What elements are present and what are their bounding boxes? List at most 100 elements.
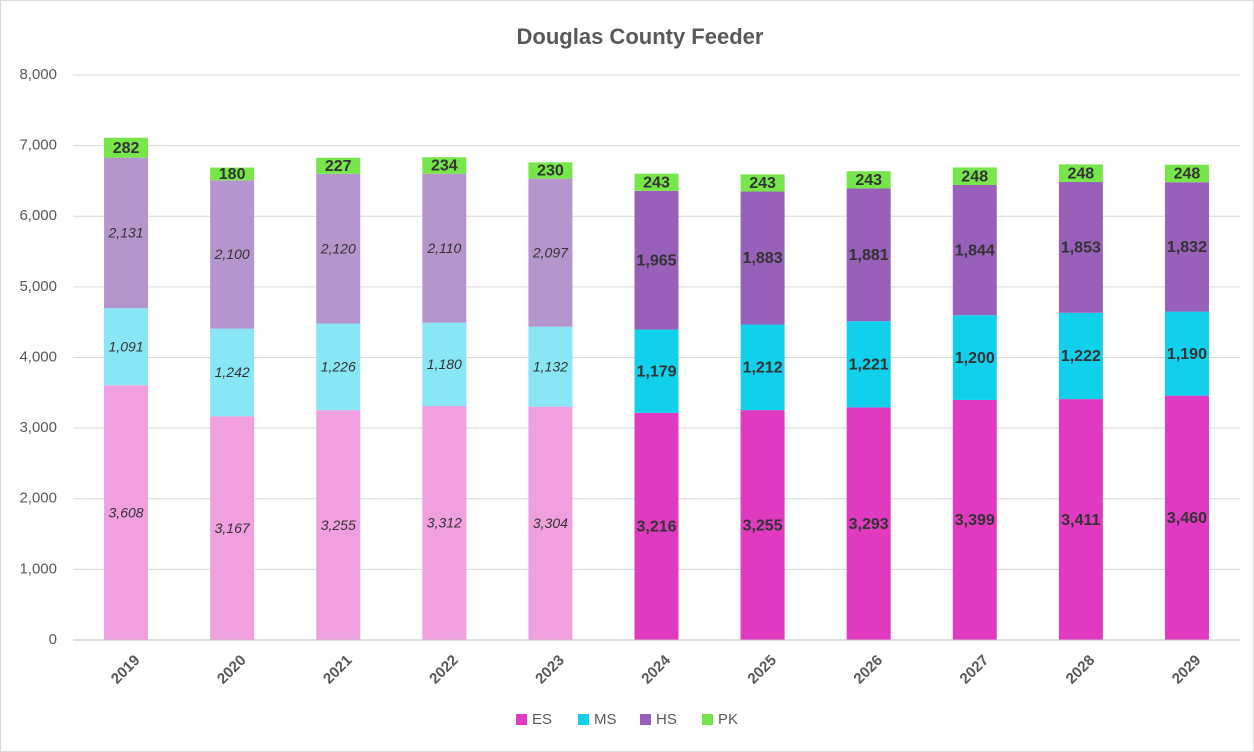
legend-swatch xyxy=(702,714,713,725)
data-label: 282 xyxy=(113,140,140,157)
bar-segment xyxy=(1058,181,1103,313)
data-label: 3,304 xyxy=(533,515,568,531)
data-label: 3,608 xyxy=(109,504,144,520)
y-tick-label: 4,000 xyxy=(19,348,57,365)
legend-label: MS xyxy=(594,711,617,728)
data-label: 3,216 xyxy=(636,519,676,536)
bar-segment xyxy=(952,399,997,640)
data-label: 3,255 xyxy=(743,517,783,534)
y-tick-label: 8,000 xyxy=(19,66,57,83)
legend-swatch xyxy=(640,714,651,725)
data-label: 1,844 xyxy=(955,242,995,259)
data-label: 2,110 xyxy=(426,240,461,256)
data-label: 2,120 xyxy=(320,240,356,256)
data-label: 243 xyxy=(749,175,776,192)
bar-segment xyxy=(740,410,785,640)
bar-segment xyxy=(1164,164,1209,183)
bar-segment xyxy=(634,173,679,191)
bar-segment xyxy=(952,184,997,316)
bar-segment xyxy=(1164,395,1209,640)
y-tick-label: 1,000 xyxy=(19,560,57,577)
y-tick-label: 0 xyxy=(49,631,57,648)
data-label: 3,399 xyxy=(955,512,995,529)
data-label: 3,167 xyxy=(215,520,251,536)
data-label: 1,242 xyxy=(215,364,250,380)
bar-segment xyxy=(104,385,149,640)
data-label: 1,881 xyxy=(849,247,889,264)
data-label: 1,179 xyxy=(636,363,676,380)
data-label: 3,293 xyxy=(849,516,889,533)
data-label: 248 xyxy=(1068,165,1095,182)
bar-segment xyxy=(846,407,891,640)
data-label: 1,853 xyxy=(1061,240,1101,257)
data-label: 1,883 xyxy=(743,250,783,267)
bar-segment xyxy=(316,323,361,411)
data-label: 248 xyxy=(1174,166,1201,183)
bar-segment xyxy=(1164,182,1209,312)
bar-segment xyxy=(740,174,785,192)
data-label: 180 xyxy=(219,166,246,183)
y-tick-label: 6,000 xyxy=(19,207,57,224)
data-label: 2,100 xyxy=(214,246,250,262)
y-tick-label: 5,000 xyxy=(19,278,57,295)
bar-segment xyxy=(210,416,255,640)
bar-segment xyxy=(528,406,573,640)
bar-segment xyxy=(634,329,679,413)
bar-segment xyxy=(210,180,255,329)
bar-segment xyxy=(846,321,891,408)
bar-segment xyxy=(316,173,361,324)
bar-segment xyxy=(846,171,891,189)
data-label: 3,411 xyxy=(1061,512,1100,529)
data-label: 3,255 xyxy=(321,517,356,533)
bar-segment xyxy=(634,190,679,330)
bar-segment xyxy=(528,178,573,327)
data-label: 1,965 xyxy=(636,252,676,269)
legend-label: HS xyxy=(656,711,677,728)
data-label: 1,200 xyxy=(955,350,995,367)
legend-swatch xyxy=(578,714,589,725)
bar-segment xyxy=(1164,311,1209,396)
bar-segment xyxy=(422,322,467,407)
data-label: 227 xyxy=(325,158,352,175)
bar-segment xyxy=(210,167,255,181)
bar-segment xyxy=(528,326,573,407)
bar-segment xyxy=(1058,164,1103,182)
bar-segment xyxy=(740,324,785,411)
legend-label: PK xyxy=(718,711,738,728)
legend-label: ES xyxy=(532,711,552,728)
bar-segment xyxy=(422,173,467,323)
data-label: 1,091 xyxy=(109,338,144,354)
data-label: 2,097 xyxy=(532,244,569,260)
bar-segment xyxy=(740,191,785,325)
bar-segment xyxy=(528,162,573,179)
bar-segment xyxy=(1058,399,1103,640)
data-label: 1,222 xyxy=(1061,348,1101,365)
y-tick-label: 2,000 xyxy=(19,490,57,507)
bar-segment xyxy=(104,308,149,386)
y-tick-label: 7,000 xyxy=(19,137,57,154)
bar-segment xyxy=(104,137,149,158)
bar-segment xyxy=(1058,312,1103,400)
bar-segment xyxy=(952,315,997,400)
data-label: 3,460 xyxy=(1167,510,1207,527)
chart-title: Douglas County Feeder xyxy=(517,24,764,49)
bar-segment xyxy=(422,157,467,174)
y-tick-label: 3,000 xyxy=(19,419,57,436)
data-label: 1,226 xyxy=(321,359,356,375)
data-label: 1,132 xyxy=(533,358,568,374)
bar-segment xyxy=(210,328,255,417)
bar-segment xyxy=(316,410,361,640)
data-label: 230 xyxy=(537,163,564,180)
bar-segment xyxy=(952,167,997,185)
data-label: 2,131 xyxy=(108,225,144,241)
data-label: 234 xyxy=(431,158,458,175)
bar-segment xyxy=(846,188,891,322)
data-label: 1,212 xyxy=(743,360,783,377)
bar-segment xyxy=(316,157,361,174)
data-label: 1,190 xyxy=(1167,346,1207,363)
bar-segment xyxy=(422,406,467,640)
data-label: 243 xyxy=(643,174,670,191)
data-label: 1,180 xyxy=(427,356,462,372)
